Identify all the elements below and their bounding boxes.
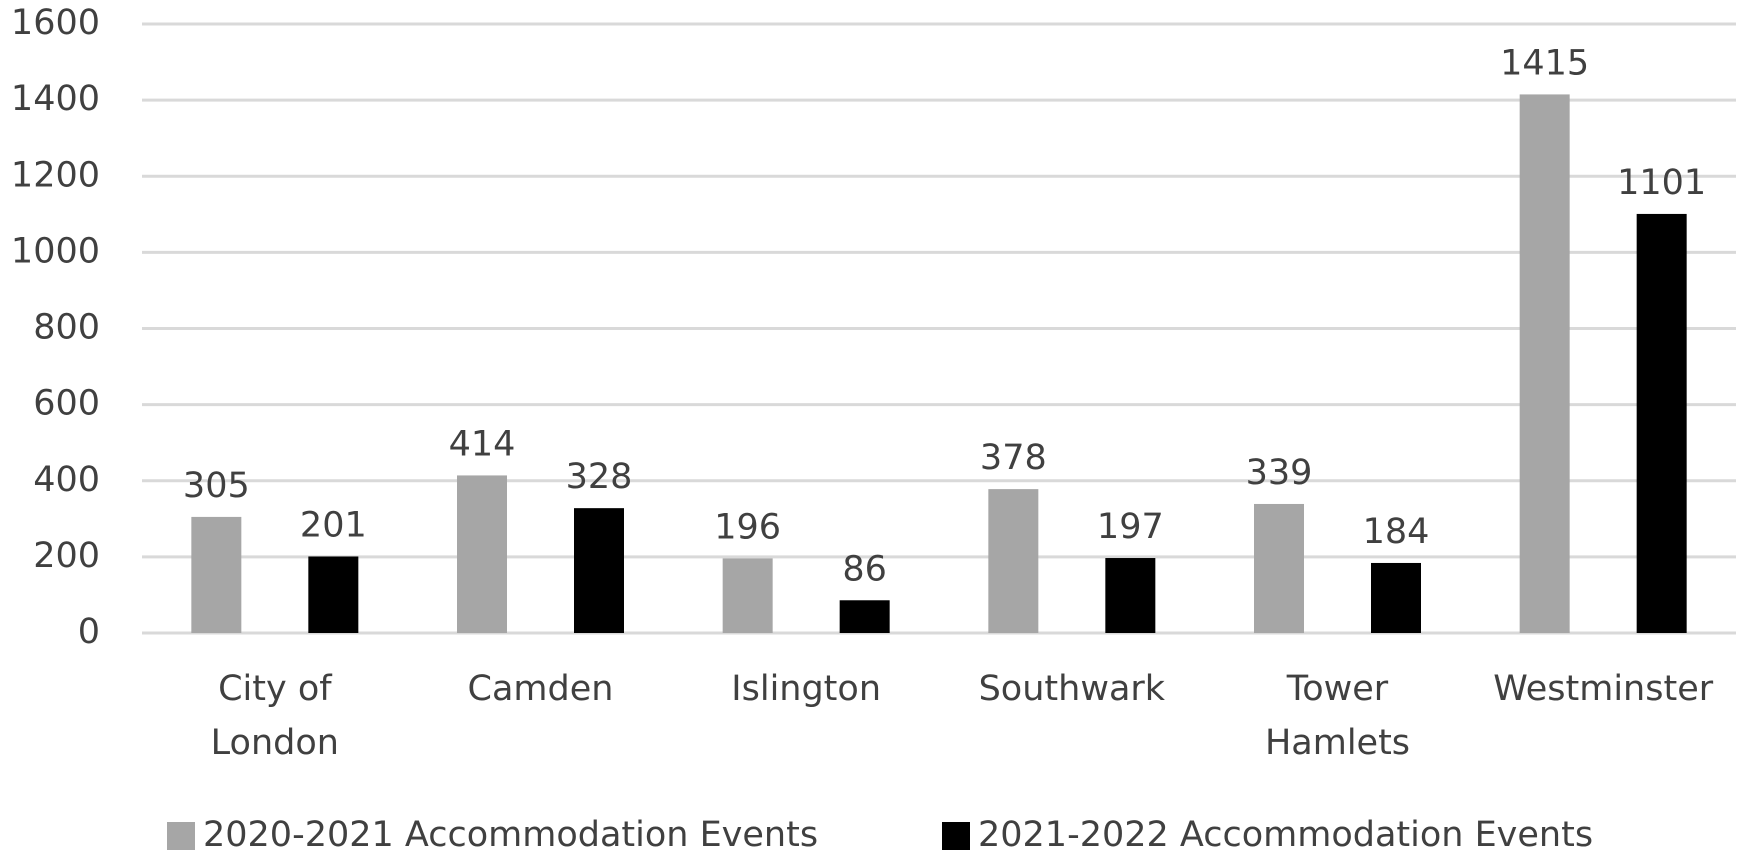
bar bbox=[722, 558, 773, 633]
bar bbox=[1254, 503, 1304, 633]
y-tick-label: 1200 bbox=[11, 155, 100, 195]
bar bbox=[1636, 213, 1687, 633]
x-tick-label: Westminster bbox=[1493, 669, 1714, 709]
data-label: 201 bbox=[300, 505, 367, 545]
legend-swatch bbox=[942, 822, 970, 850]
y-tick-label: 0 bbox=[78, 612, 100, 652]
bar bbox=[308, 556, 359, 633]
data-label: 196 bbox=[714, 507, 781, 547]
data-label: 305 bbox=[183, 466, 250, 506]
data-label: 339 bbox=[1246, 453, 1313, 493]
x-tick-label: Islington bbox=[731, 669, 882, 709]
data-label: 1415 bbox=[1500, 43, 1589, 83]
legend-label: 2021-2022 Accommodation Events bbox=[978, 815, 1593, 855]
x-tick-label: Southwark bbox=[978, 669, 1166, 709]
data-label: 197 bbox=[1097, 507, 1164, 547]
data-label: 184 bbox=[1363, 512, 1430, 552]
data-label: 1101 bbox=[1617, 163, 1706, 203]
bar bbox=[191, 516, 242, 633]
legend-swatch bbox=[167, 822, 195, 850]
bar bbox=[457, 475, 507, 633]
bar bbox=[1371, 562, 1421, 633]
bar bbox=[839, 600, 890, 633]
bar bbox=[1105, 558, 1156, 633]
y-tick-label: 600 bbox=[33, 384, 100, 424]
data-label: 86 bbox=[842, 549, 887, 589]
x-tick-label: City of London bbox=[210, 669, 339, 763]
y-tick-label: 800 bbox=[33, 308, 100, 348]
x-tick-label: Tower Hamlets bbox=[1264, 669, 1411, 763]
legend-label: 2020-2021 Accommodation Events bbox=[203, 815, 818, 855]
bar bbox=[1519, 94, 1570, 633]
y-tick-label: 1400 bbox=[11, 79, 100, 119]
y-tick-label: 400 bbox=[33, 460, 100, 500]
y-tick-label: 200 bbox=[33, 536, 100, 576]
data-label: 414 bbox=[449, 424, 516, 464]
data-label: 328 bbox=[566, 457, 633, 497]
bar bbox=[988, 489, 1039, 633]
data-label: 378 bbox=[980, 438, 1047, 478]
bar bbox=[574, 508, 624, 633]
x-tick-label: Camden bbox=[467, 669, 614, 709]
y-tick-label: 1600 bbox=[11, 3, 100, 43]
y-tick-label: 1000 bbox=[11, 231, 100, 271]
